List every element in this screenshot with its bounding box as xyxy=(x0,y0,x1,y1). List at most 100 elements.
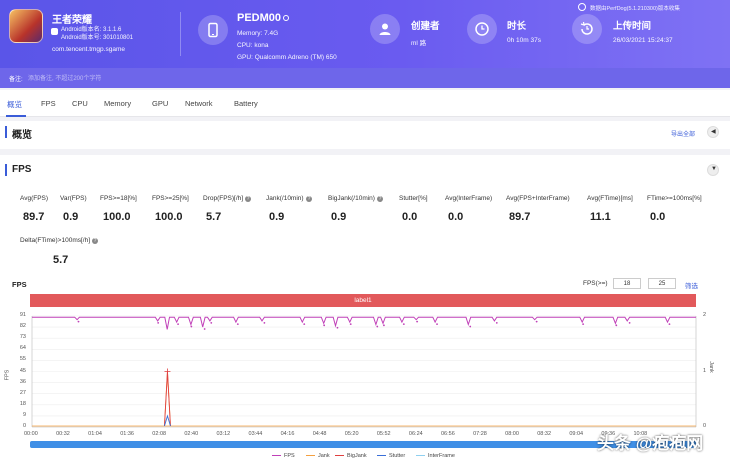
creator-label: 创建者 xyxy=(411,21,440,32)
duration-value: 0h 10m 37s xyxy=(507,37,541,44)
y-tick-label: 27 xyxy=(19,389,26,396)
perfdog-note: 数据由PerfDog(5.1.210300)版本收集 xyxy=(590,6,680,12)
y-axis-title: FPS xyxy=(4,369,11,381)
x-tick-label: 09:36 xyxy=(601,431,616,437)
legend-item[interactable]: Stutter xyxy=(377,453,405,459)
x-tick-label: 10:08 xyxy=(633,431,648,437)
metric-label: FPS>=25[%] xyxy=(152,195,189,202)
metric-label: BigJank(/10min) xyxy=(328,195,375,202)
legend-swatch xyxy=(416,454,425,457)
y-tick-label: 73 xyxy=(19,334,26,341)
y-tick-label: 45 xyxy=(19,367,26,374)
app-icon xyxy=(9,9,43,43)
metric-value: 0.9 xyxy=(269,211,285,223)
history-icon xyxy=(572,14,602,44)
y2-tick-label: 2 xyxy=(703,312,707,318)
scroll-thumb[interactable] xyxy=(30,441,696,448)
overview-title: 概览 xyxy=(12,130,32,141)
y-tick-label: 91 xyxy=(19,312,26,318)
tab-bar: 概览 FPS CPU Memory GPU Network Battery xyxy=(0,90,730,117)
help-icon[interactable]: ? xyxy=(245,196,251,202)
y-tick-label: 36 xyxy=(19,378,26,385)
metric-label: Avg(InterFrame) xyxy=(445,195,493,202)
metric-label: FPS>=18[%] xyxy=(100,195,137,202)
x-tick-label: 09:04 xyxy=(569,431,584,437)
legend-label: Stutter xyxy=(389,453,406,459)
metric-value: 0.9 xyxy=(63,211,79,223)
creator-value: ml 路 xyxy=(411,40,427,47)
help-icon[interactable]: ? xyxy=(92,238,98,244)
x-tick-label: 04:48 xyxy=(312,431,327,437)
y2-tick-label: 1 xyxy=(703,367,707,374)
x-tick-label: 05:20 xyxy=(344,431,359,437)
fps-filter-label: FPS(>=) xyxy=(583,280,608,287)
label-band[interactable]: label1 xyxy=(30,294,696,307)
fps-threshold-input-b[interactable]: 25 xyxy=(648,278,676,289)
collapse-left-icon[interactable]: ◀ xyxy=(707,126,719,138)
chart-scrollbar[interactable] xyxy=(30,441,696,448)
perfdog-icon xyxy=(578,3,586,11)
app-name: 王者荣耀 xyxy=(52,15,92,26)
tab-overview[interactable]: 概览 xyxy=(7,100,22,109)
x-tick-label: 06:24 xyxy=(408,431,423,437)
y-tick-label: 55 xyxy=(19,356,26,363)
collapse-down-icon[interactable]: ▼ xyxy=(707,164,719,176)
fps-section-title: FPS xyxy=(12,164,32,175)
legend-item[interactable]: InterFrame xyxy=(416,453,455,459)
tab-fps[interactable]: FPS xyxy=(41,99,56,108)
header-divider xyxy=(180,12,181,56)
tab-cpu[interactable]: CPU xyxy=(72,99,88,108)
upload-label: 上传时间 xyxy=(613,21,652,32)
device-name: PEDM00 xyxy=(237,12,290,24)
device-gpu: GPU: Qualcomm Adreno (TM) 650 xyxy=(237,54,337,61)
x-tick-label: 08:00 xyxy=(505,431,519,437)
metric-label: Drop(FPS)[/h] xyxy=(203,195,244,202)
legend-item[interactable]: BigJank xyxy=(335,453,367,459)
remark-label: 备注: xyxy=(9,77,23,83)
info-icon[interactable] xyxy=(283,15,290,22)
watermark: 头条 @疱疱网 xyxy=(597,434,704,453)
help-icon[interactable]: ? xyxy=(306,196,312,202)
legend-item[interactable]: Jank xyxy=(306,453,330,459)
y2-tick-label: 0 xyxy=(703,423,707,429)
x-tick-label: 03:44 xyxy=(248,431,263,437)
x-tick-label: 00:00 xyxy=(24,431,38,437)
metric-value: 11.1 xyxy=(590,211,611,223)
user-icon xyxy=(370,14,400,44)
app-package: com.tencent.tmgp.sgame xyxy=(52,46,125,53)
remark-input[interactable]: 添加备注, 不超过200个字符 xyxy=(28,76,102,82)
x-tick-label: 04:16 xyxy=(280,431,295,437)
clock-icon xyxy=(467,14,497,44)
tab-memory[interactable]: Memory xyxy=(104,99,132,108)
remark-bar: 备注: 添加备注, 不超过200个字符 xyxy=(0,68,730,88)
tab-battery[interactable]: Battery xyxy=(234,99,258,108)
metric-value: 0.0 xyxy=(402,211,418,223)
app-version-name: Android版本名: 3.1.1.6 xyxy=(61,27,122,33)
legend-item[interactable]: FPS xyxy=(272,453,295,459)
report-header: 王者荣耀 Android版本名: 3.1.1.6 Android版本号: 301… xyxy=(0,0,730,68)
upload-value: 26/03/2021 15:24:37 xyxy=(613,37,673,44)
metric-value: 5.7 xyxy=(206,211,222,223)
y-tick-label: 64 xyxy=(19,345,26,352)
metric-value: 89.7 xyxy=(509,211,531,223)
x-tick-label: 08:32 xyxy=(537,431,551,437)
android-icon xyxy=(51,28,58,35)
legend-label: InterFrame xyxy=(428,453,455,459)
help-icon[interactable]: ? xyxy=(377,196,383,202)
section-marker xyxy=(5,126,7,138)
tab-gpu[interactable]: GPU xyxy=(152,99,169,108)
x-tick-label: 01:36 xyxy=(120,431,134,437)
metric-value: 5.7 xyxy=(53,254,69,266)
tab-network[interactable]: Network xyxy=(185,99,213,108)
legend-swatch xyxy=(377,454,386,457)
duration-label: 时长 xyxy=(507,21,527,32)
metric-value: 100.0 xyxy=(103,211,131,223)
metric-value: 100.0 xyxy=(155,211,183,223)
chart-title: FPS xyxy=(12,280,27,289)
device-memory: Memory: 7.4G xyxy=(237,30,279,37)
fps-threshold-input-a[interactable]: 18 xyxy=(613,278,641,289)
filter-button[interactable]: 筛选 xyxy=(685,283,698,290)
metric-label: Avg(FPS+InterFrame) xyxy=(506,195,570,202)
export-all-link[interactable]: 导出全部 xyxy=(671,132,696,138)
metric-label: Avg(FTime)[ms] xyxy=(587,195,633,202)
